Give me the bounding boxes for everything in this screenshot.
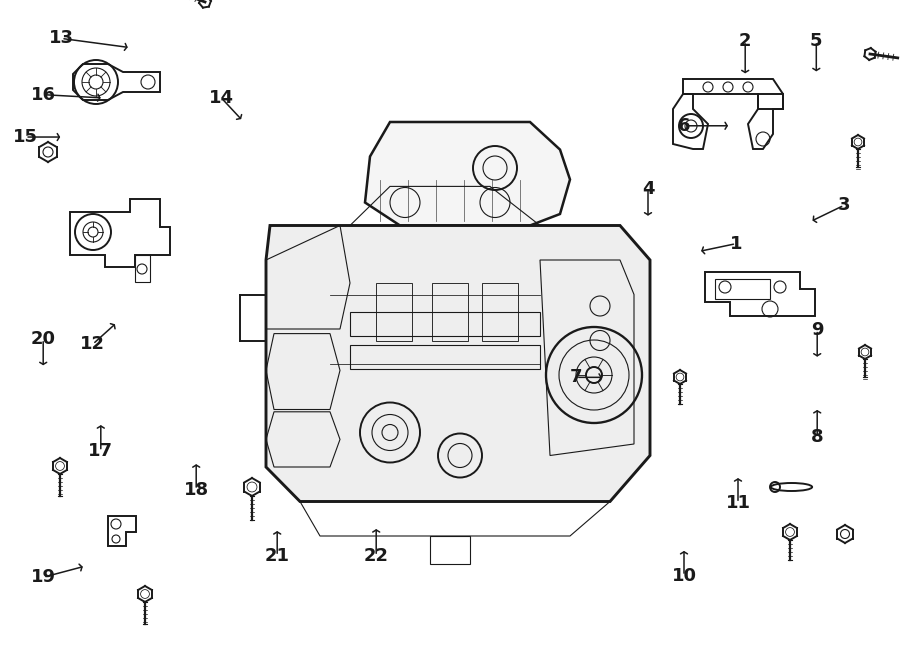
- Text: 22: 22: [364, 547, 389, 565]
- Text: 20: 20: [31, 330, 56, 348]
- Text: 12: 12: [80, 335, 105, 354]
- Text: 19: 19: [31, 568, 56, 587]
- Text: 21: 21: [265, 547, 290, 565]
- Text: 3: 3: [838, 196, 850, 214]
- Polygon shape: [365, 122, 570, 226]
- Text: 8: 8: [811, 428, 824, 446]
- Text: 6: 6: [678, 117, 690, 135]
- Polygon shape: [266, 226, 650, 502]
- Text: 9: 9: [811, 320, 824, 339]
- Text: 11: 11: [725, 494, 751, 512]
- Text: 2: 2: [739, 32, 752, 50]
- Text: 7: 7: [570, 368, 582, 387]
- Text: 14: 14: [209, 89, 234, 107]
- Text: 13: 13: [49, 29, 74, 48]
- Text: 16: 16: [31, 85, 56, 104]
- Text: 5: 5: [810, 32, 823, 50]
- Text: 15: 15: [13, 128, 38, 146]
- Text: 17: 17: [88, 442, 113, 461]
- Bar: [715, 279, 770, 299]
- Text: 18: 18: [184, 481, 209, 499]
- Text: 1: 1: [730, 234, 742, 253]
- Text: 4: 4: [642, 179, 654, 198]
- Text: 10: 10: [671, 567, 697, 585]
